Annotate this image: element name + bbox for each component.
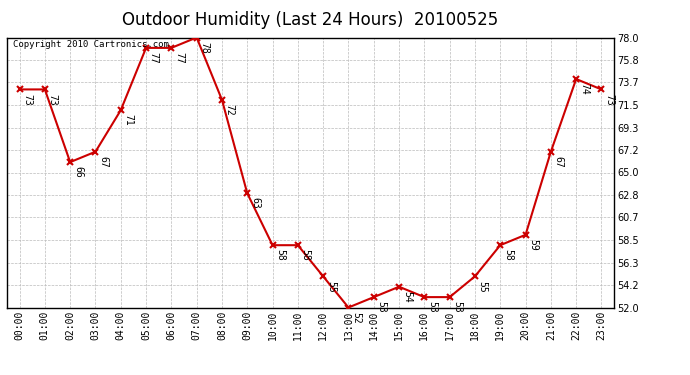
Text: 58: 58 <box>275 249 286 261</box>
Text: 53: 53 <box>453 301 462 313</box>
Text: Outdoor Humidity (Last 24 Hours)  20100525: Outdoor Humidity (Last 24 Hours) 2010052… <box>122 11 499 29</box>
Text: 59: 59 <box>529 239 538 251</box>
Text: 78: 78 <box>199 42 210 53</box>
Text: 58: 58 <box>503 249 513 261</box>
Text: 73: 73 <box>604 94 614 105</box>
Text: Copyright 2010 Cartronics.com: Copyright 2010 Cartronics.com <box>13 40 169 49</box>
Text: 72: 72 <box>225 104 235 116</box>
Text: 53: 53 <box>427 301 437 313</box>
Text: 55: 55 <box>477 280 488 292</box>
Text: 77: 77 <box>149 52 159 64</box>
Text: 54: 54 <box>402 291 412 303</box>
Text: 71: 71 <box>124 114 134 126</box>
Text: 53: 53 <box>377 301 386 313</box>
Text: 74: 74 <box>579 83 589 95</box>
Text: 63: 63 <box>250 197 260 209</box>
Text: 67: 67 <box>98 156 108 168</box>
Text: 73: 73 <box>22 94 32 105</box>
Text: 67: 67 <box>553 156 564 168</box>
Text: 73: 73 <box>48 94 58 105</box>
Text: 52: 52 <box>351 312 362 323</box>
Text: 58: 58 <box>301 249 310 261</box>
Text: 55: 55 <box>326 280 336 292</box>
Text: 66: 66 <box>73 166 83 178</box>
Text: 77: 77 <box>174 52 184 64</box>
